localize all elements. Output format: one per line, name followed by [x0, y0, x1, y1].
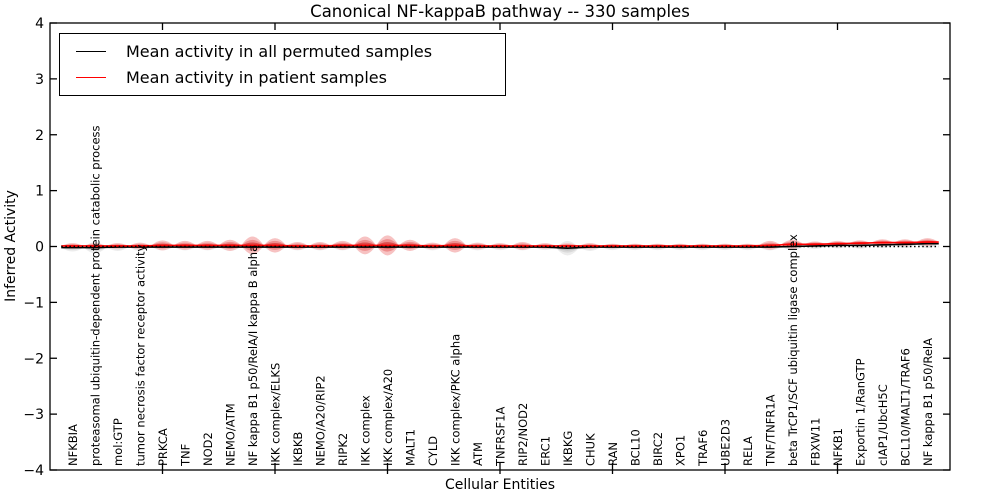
permuted-line-swatch	[76, 50, 106, 52]
entity-label: XPO1	[674, 435, 688, 466]
legend-label-patient: Mean activity in patient samples	[126, 68, 387, 88]
entity-label: NOD2	[201, 432, 215, 466]
y-tick-label: −2	[23, 351, 44, 367]
legend-label-permuted: Mean activity in all permuted samples	[126, 41, 433, 61]
entity-label: RELA	[741, 436, 755, 466]
y-tick-label: 3	[35, 72, 44, 88]
entity-label: ATM	[471, 442, 485, 466]
legend-entry-patient: Mean activity in patient samples	[60, 68, 505, 87]
entity-label: NFKB1	[831, 428, 845, 466]
entity-label: MALT1	[404, 429, 418, 466]
entity-label: TRAF6	[696, 430, 710, 467]
entity-label: FBXW11	[809, 418, 823, 466]
entity-label: proteasomal ubiquitin-dependent protein …	[89, 125, 103, 466]
entity-label: RIP2/NOD2	[516, 403, 530, 466]
entity-label: CHUK	[584, 433, 598, 466]
entity-label: NEMO/A20/RIP2	[314, 375, 328, 466]
y-tick-label: 2	[35, 128, 44, 144]
entity-label: ERC1	[539, 436, 553, 466]
entity-label: UBE2D3	[719, 419, 733, 466]
y-tick-label: 0	[35, 240, 44, 256]
entity-label: BIRC2	[651, 432, 665, 466]
entity-label: RIPK2	[336, 433, 350, 466]
patient-line-swatch	[76, 77, 106, 79]
entity-label: IKBKG	[561, 431, 575, 466]
entity-label: IKBKB	[291, 432, 305, 466]
entity-label: NEMO/ATM	[224, 403, 238, 466]
entity-label: IKK complex/ELKS	[269, 363, 283, 466]
entity-label: Exportin 1/RanGTP	[854, 358, 868, 466]
y-tick-label: −3	[23, 407, 44, 423]
entity-label: NF kappa B1 p50/RelA	[921, 338, 935, 466]
x-axis-label: Cellular Entities	[444, 477, 556, 493]
entity-label: beta TrCP1/SCF ubiquitin ligase complex	[786, 234, 800, 466]
entity-label: NFKBIA	[66, 424, 80, 466]
entity-label: TNF	[179, 444, 193, 467]
entity-label: TNFRSF1A	[494, 407, 508, 467]
entity-label: tumor necrosis factor receptor activity	[134, 244, 148, 466]
entity-label: RAN	[606, 442, 620, 466]
y-axis-label: Inferred Activity	[3, 190, 19, 302]
entity-label: mol:GTP	[111, 418, 125, 466]
y-tick-label: −1	[23, 295, 44, 311]
entity-label: BCL10/MALT1/TRAF6	[899, 348, 913, 466]
entity-label: cIAP1/UbcH5C	[876, 384, 890, 466]
legend-entry-permuted: Mean activity in all permuted samples	[60, 42, 505, 61]
entity-label: IKK complex/PKC alpha	[449, 334, 463, 466]
y-tick-label: 1	[35, 184, 44, 200]
entity-label: PRKCA	[156, 428, 170, 466]
y-tick-label: 4	[35, 16, 44, 32]
chart-title: Canonical NF-kappaB pathway -- 330 sampl…	[310, 2, 690, 21]
entity-label: BCL10	[629, 429, 643, 466]
entity-label: CYLD	[426, 436, 440, 466]
entity-label: IKK complex/A20	[381, 369, 395, 466]
entity-label: NF kappa B1 p50/RelA/I kappa B alpha	[246, 245, 260, 466]
entity-label: IKK complex	[359, 395, 373, 466]
legend: Mean activity in all permuted samples Me…	[59, 33, 506, 96]
y-tick-label: −4	[23, 463, 44, 479]
entity-label: TNF/TNFR1A	[764, 394, 778, 467]
